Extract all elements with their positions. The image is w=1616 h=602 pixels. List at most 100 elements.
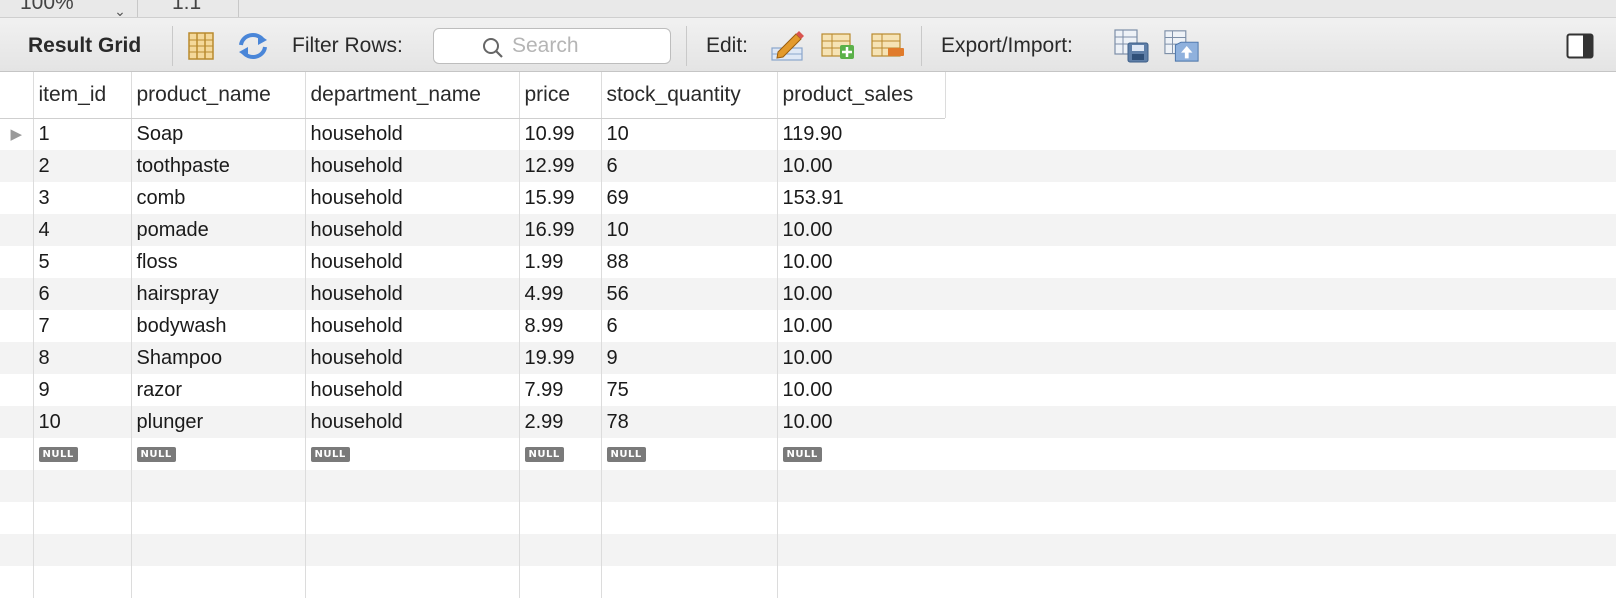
cell-item-id-null[interactable]: NULL (33, 438, 132, 470)
cell-item-id[interactable]: 1 (33, 118, 132, 150)
cell-stock-quantity[interactable]: 56 (601, 278, 778, 310)
cell-product-sales[interactable]: 10.00 (777, 374, 946, 406)
cell-price[interactable]: 4.99 (519, 278, 602, 310)
cell-product-name[interactable]: razor (131, 374, 306, 406)
filter-search-input[interactable] (512, 33, 662, 59)
cell-department-name[interactable]: household (305, 310, 520, 342)
table-row[interactable]: 3 comb household 15.99 69 153.91 (0, 182, 946, 214)
cell-stock-quantity[interactable]: 69 (601, 182, 778, 214)
column-header-item-id[interactable]: item_id (33, 72, 132, 119)
cell-item-id[interactable]: 5 (33, 246, 132, 278)
column-header-product-name[interactable]: product_name (131, 72, 306, 119)
cell-stock-quantity[interactable]: 6 (601, 310, 778, 342)
cell-product-name-null[interactable]: NULL (131, 438, 306, 470)
cell-product-sales[interactable]: 10.00 (777, 310, 946, 342)
cell-stock-quantity[interactable]: 75 (601, 374, 778, 406)
sidebar-toggle-icon[interactable] (1562, 28, 1598, 64)
cell-product-sales[interactable]: 153.91 (777, 182, 946, 214)
cell-item-id[interactable]: 10 (33, 406, 132, 438)
cell-stock-quantity[interactable]: 88 (601, 246, 778, 278)
cell-department-name[interactable]: household (305, 406, 520, 438)
cell-department-name[interactable]: household (305, 182, 520, 214)
cell-price[interactable]: 15.99 (519, 182, 602, 214)
cell-price[interactable]: 2.99 (519, 406, 602, 438)
export-save-icon[interactable] (1114, 28, 1150, 64)
cell-stock-quantity[interactable]: 78 (601, 406, 778, 438)
delete-row-icon[interactable] (870, 28, 906, 64)
column-header-price[interactable]: price (519, 72, 602, 119)
table-row[interactable]: 7 bodywash household 8.99 6 10.00 (0, 310, 946, 342)
cell-department-name-null[interactable]: NULL (305, 438, 520, 470)
cell-product-name[interactable]: plunger (131, 406, 306, 438)
cell-stock-quantity[interactable]: 10 (601, 118, 778, 150)
cell-department-name[interactable]: household (305, 214, 520, 246)
cell-product-name[interactable]: floss (131, 246, 306, 278)
import-icon[interactable] (1164, 28, 1200, 64)
add-row-icon[interactable] (820, 28, 856, 64)
grid-columns-icon[interactable] (183, 28, 219, 64)
table-row[interactable]: 5 floss household 1.99 88 10.00 (0, 246, 946, 278)
row-marker[interactable] (0, 406, 34, 438)
cell-product-sales[interactable]: 10.00 (777, 406, 946, 438)
row-marker[interactable] (0, 438, 34, 470)
cell-item-id[interactable]: 3 (33, 182, 132, 214)
row-marker[interactable] (0, 374, 34, 406)
cell-item-id[interactable]: 6 (33, 278, 132, 310)
row-marker[interactable] (0, 246, 34, 278)
cell-department-name[interactable]: household (305, 246, 520, 278)
cell-product-name[interactable]: comb (131, 182, 306, 214)
row-marker[interactable] (0, 214, 34, 246)
cell-product-sales[interactable]: 10.00 (777, 150, 946, 182)
table-row[interactable]: 6 hairspray household 4.99 56 10.00 (0, 278, 946, 310)
edit-pencil-icon[interactable] (770, 28, 806, 64)
cell-stock-quantity-null[interactable]: NULL (601, 438, 778, 470)
cell-product-sales[interactable]: 119.90 (777, 118, 946, 150)
table-row[interactable]: 4 pomade household 16.99 10 10.00 (0, 214, 946, 246)
new-row-placeholder[interactable]: NULL NULL NULL NULL NULL NULL (0, 438, 946, 470)
column-header-product-sales[interactable]: product_sales (777, 72, 946, 119)
cell-item-id[interactable]: 4 (33, 214, 132, 246)
cell-product-sales[interactable]: 10.00 (777, 278, 946, 310)
cell-stock-quantity[interactable]: 6 (601, 150, 778, 182)
column-header-department-name[interactable]: department_name (305, 72, 520, 119)
cell-product-sales[interactable]: 10.00 (777, 214, 946, 246)
cell-stock-quantity[interactable]: 9 (601, 342, 778, 374)
cell-price[interactable]: 7.99 (519, 374, 602, 406)
cell-item-id[interactable]: 8 (33, 342, 132, 374)
row-marker[interactable] (0, 278, 34, 310)
row-marker[interactable] (0, 342, 34, 374)
table-row[interactable]: 10 plunger household 2.99 78 10.00 (0, 406, 946, 438)
row-marker[interactable] (0, 182, 34, 214)
cell-price[interactable]: 8.99 (519, 310, 602, 342)
ratio-value[interactable]: 1:1 (172, 0, 202, 14)
cell-department-name[interactable]: household (305, 278, 520, 310)
cell-item-id[interactable]: 9 (33, 374, 132, 406)
cell-price-null[interactable]: NULL (519, 438, 602, 470)
row-marker[interactable] (0, 310, 34, 342)
current-row-marker-icon[interactable]: ▶ (0, 118, 34, 150)
zoom-stepper-icon[interactable]: ⌃⌄ (114, 0, 126, 18)
cell-product-sales-null[interactable]: NULL (777, 438, 946, 470)
filter-search-box[interactable] (433, 28, 671, 64)
zoom-value[interactable]: 100% (20, 0, 74, 14)
refresh-arrows-icon[interactable] (235, 28, 271, 64)
cell-product-name[interactable]: toothpaste (131, 150, 306, 182)
cell-item-id[interactable]: 2 (33, 150, 132, 182)
cell-price[interactable]: 10.99 (519, 118, 602, 150)
cell-department-name[interactable]: household (305, 342, 520, 374)
cell-product-name[interactable]: bodywash (131, 310, 306, 342)
table-row[interactable]: ▶ 1 Soap household 10.99 10 119.90 (0, 118, 946, 150)
cell-product-sales[interactable]: 10.00 (777, 342, 946, 374)
cell-price[interactable]: 16.99 (519, 214, 602, 246)
cell-product-sales[interactable]: 10.00 (777, 246, 946, 278)
cell-product-name[interactable]: pomade (131, 214, 306, 246)
cell-product-name[interactable]: hairspray (131, 278, 306, 310)
cell-department-name[interactable]: household (305, 374, 520, 406)
cell-department-name[interactable]: household (305, 150, 520, 182)
cell-department-name[interactable]: household (305, 118, 520, 150)
cell-product-name[interactable]: Soap (131, 118, 306, 150)
cell-price[interactable]: 19.99 (519, 342, 602, 374)
cell-item-id[interactable]: 7 (33, 310, 132, 342)
result-grid-title[interactable]: Result Grid (28, 34, 142, 57)
row-marker[interactable] (0, 150, 34, 182)
